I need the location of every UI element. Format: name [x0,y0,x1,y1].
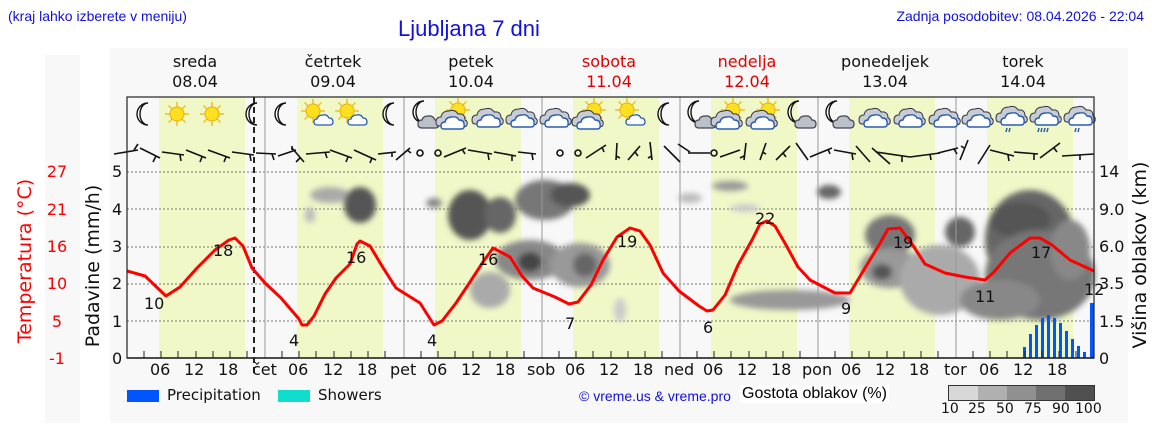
precip-tick: 3 [112,237,123,256]
x-tick-label: 06 [427,360,448,379]
temp-label: 16 [346,248,366,267]
x-tick-label: 18 [633,360,654,379]
x-tick-label: pet [390,360,417,379]
cloud-height-tick: 14 [1099,162,1120,181]
precipitation-swatch [127,390,159,402]
density-tick: 90 [1052,401,1070,417]
cloud-height-tick: 6.0 [1099,237,1125,256]
cloud-density-scale [948,385,1095,401]
day-header-1: četrtek 09.04 [304,52,362,91]
last-updated: Zadnja posodobitev: 08.04.2026 - 22:04 [896,8,1144,24]
x-tick-label: 18 [1047,360,1068,379]
precipitation-axis-title: Padavine (mm/h) [82,184,104,348]
day-header-3: sobota 11.04 [581,52,637,91]
temperature-axis-title: Temperatura (°C) [14,178,36,344]
temp-label: 17 [1031,243,1051,262]
weather-icons-row [136,97,1096,133]
x-tick-label: 12 [461,360,482,379]
x-tick-label: 18 [218,360,239,379]
temp-label: 7 [565,314,575,333]
temp-label: 22 [755,209,775,228]
showers-legend-label: Showers [318,386,382,404]
precip-tick: 1 [112,312,123,331]
x-tick-label: 18 [909,360,930,379]
precip-tick: 5 [112,162,123,181]
day-header-0: sreda 08.04 [172,52,218,91]
x-tick-label: 06 [841,360,862,379]
x-tick-label: sob [527,360,556,379]
precipitation-bars [1023,303,1094,358]
temp-tick: 16 [46,237,68,256]
density-tick: 100 [1075,401,1102,417]
day-header-4: nedelja 12.04 [717,52,777,91]
x-tick-label: 12 [323,360,344,379]
temp-label: 19 [893,233,913,252]
temperature-line [126,219,1095,327]
x-tick-label: čet [252,360,277,379]
sun-icon [164,101,190,127]
x-tick-label: ned [664,360,695,379]
precip-tick: 4 [112,200,123,219]
density-tick: 75 [1024,401,1042,417]
x-tick-label: 18 [771,360,792,379]
day-separators [264,97,957,358]
x-tick-label: 06 [703,360,724,379]
temp-tick: 21 [46,200,68,219]
day-header-2: petek 10.04 [448,52,494,91]
x-tick-label: 06 [979,360,1000,379]
temperature-axis-title-wrap: Temperatura (°C) [0,150,45,370]
x-tick-label: 18 [357,360,378,379]
cloud-height-tick: 3.5 [1099,274,1125,293]
temp-tick: 27 [46,162,68,181]
temp-tick: -1 [49,349,65,368]
temperature-axis-panel [45,55,80,423]
location-hint: (kraj lahko izberete v meniju) [8,8,187,24]
temp-label: 10 [144,294,164,313]
x-tick-marks [143,351,1077,358]
temp-label: 4 [289,331,299,350]
wind-barbs-row [113,139,1095,165]
day-header-5: ponedeljek 13.04 [841,52,929,91]
temp-tick: 10 [46,274,68,293]
x-tick-label: tor [944,360,967,379]
cloud-height-tick: 9.0 [1099,200,1125,219]
temp-label: 4 [427,331,437,350]
cloud-height-axis-title: Višina oblakov (km) [1129,161,1151,349]
temperature-labels: 10 18 4 16 4 16 7 19 6 22 9 19 11 17 12 [144,209,1104,350]
precip-tick: 2 [112,274,123,293]
density-tick: 25 [968,401,986,417]
showers-swatch [278,390,310,402]
temp-label: 11 [975,287,995,306]
density-tick: 50 [996,401,1014,417]
x-tick-label: 06 [565,360,586,379]
precipitation-legend-label: Precipitation [167,386,261,404]
cloud-height-tick: 1.5 [1099,312,1125,331]
x-tick-label: 12 [184,360,205,379]
cloud-density-title: Gostota oblakov (%) [740,385,889,403]
x-tick-label: 06 [288,360,309,379]
x-tick-label: 12 [875,360,896,379]
temp-label: 19 [617,232,637,251]
x-tick-label: 12 [599,360,620,379]
x-tick-label: 12 [737,360,758,379]
temp-label: 16 [478,250,498,269]
precip-tick: 0 [112,349,123,368]
x-tick-label: 06 [150,360,171,379]
temp-label: 6 [703,318,713,337]
x-tick-label: 12 [1013,360,1034,379]
sun-icon [199,101,225,127]
x-tick-label: 18 [495,360,516,379]
copyright-link[interactable]: © vreme.us & vreme.pro [579,388,731,404]
day-header-6: torek 14.04 [1000,52,1046,91]
x-tick-label: pon [802,360,833,379]
temp-tick: 5 [51,312,63,331]
page-title: Ljubljana 7 dni [398,16,540,41]
cloud-height-tick: 0 [1099,349,1110,368]
temp-label: 18 [213,241,233,260]
temp-label: 9 [841,299,851,318]
density-tick: 10 [941,401,959,417]
